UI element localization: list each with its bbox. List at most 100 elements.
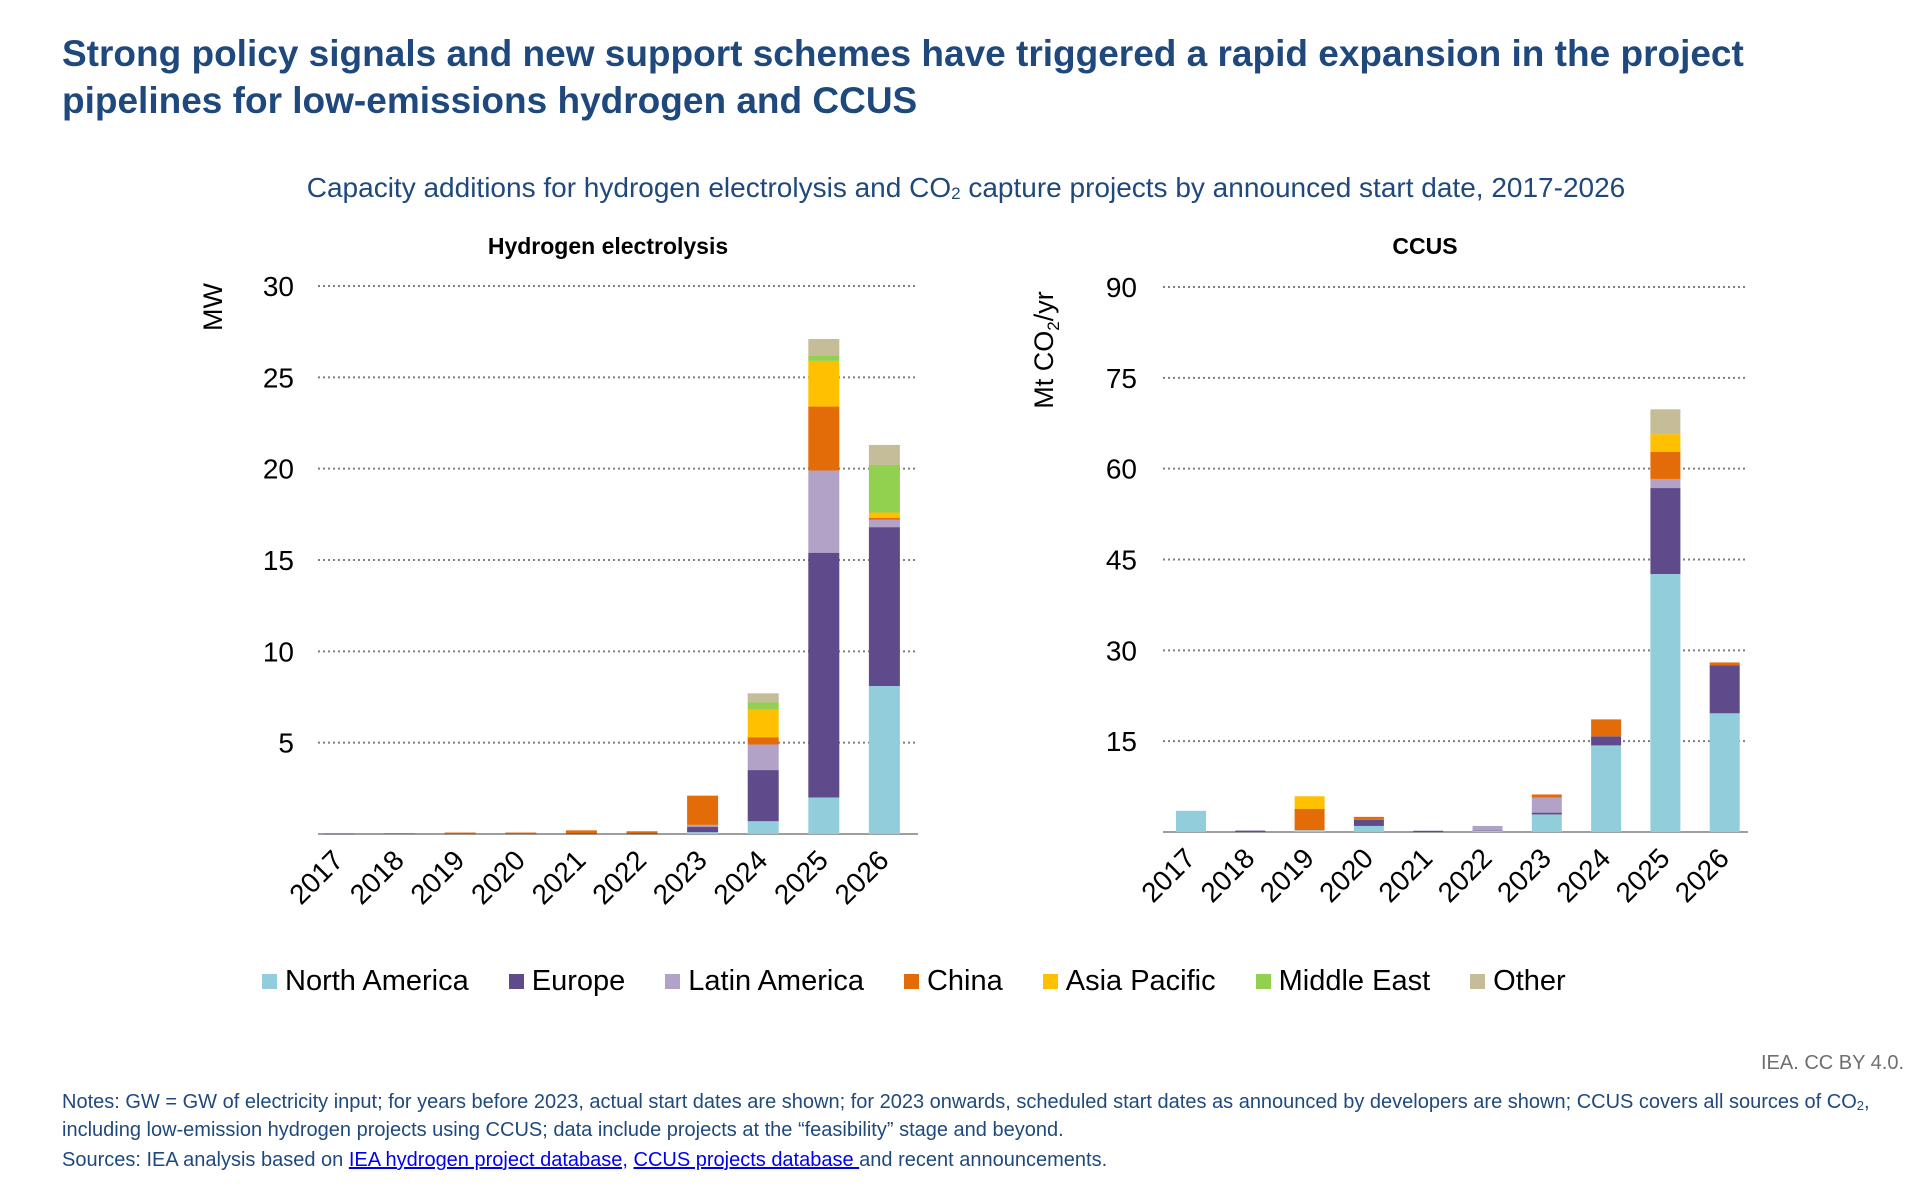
legend-item-north-america: North America [262,965,469,998]
hydrogen-bar-2024-other [747,693,779,703]
ccus-bar-2021-europe [1413,830,1444,832]
legend-item-asia-pacific: Asia Pacific [1042,965,1216,998]
credit-text: IEA. CC BY 4.0. [1760,1052,1904,1074]
legend-label: Other [1493,965,1566,997]
hydrogen-x-tick-label: 2017 [283,844,349,910]
hydrogen-database-link[interactable]: IEA hydrogen project database, [348,1149,628,1171]
legend-swatch [665,974,681,989]
ccus-bar-2024-north-america [1591,745,1622,832]
notes-text-end: , including low-emission hydrogen projec… [62,1091,1870,1141]
ccus-bar-2026-north-america [1709,713,1740,832]
legend-label: North America [285,965,469,997]
hydrogen-y-axis-label: MW [198,283,228,331]
hydrogen-bar-2023-north-america [687,832,719,834]
legend-item-middle-east: Middle East [1255,965,1431,998]
ccus-bar-2020-north-america [1353,825,1384,832]
legend-swatch [903,974,919,989]
legend-item-latin-america: Latin America [665,965,864,998]
y-label-text: Mt CO [1029,331,1059,409]
ccus-bar-2017-north-america [1176,810,1206,832]
hydrogen-bar-2021-europe [565,833,597,834]
legend-label: Asia Pacific [1065,965,1216,997]
ccus-x-tick-label: 2022 [1432,842,1498,908]
ccus-bar-2018-europe [1235,830,1266,832]
hydrogen-bar-2022-china [626,831,658,834]
hydrogen-y-tick-label: 10 [263,636,294,667]
hydrogen-bar-2017-europe [323,833,355,835]
hydrogen-chart-title: Hydrogen electrolysis [488,233,728,259]
hydrogen-bar-2023-china [687,795,719,825]
legend-swatch [1042,974,1058,989]
hydrogen-bar-2024-china [747,737,779,745]
hydrogen-x-tick-label: 2024 [707,844,773,910]
legend-swatch [1255,974,1271,989]
subtitle-subscript: 2 [951,184,961,203]
ccus-bar-2026-china [1709,662,1740,666]
hydrogen-bar-2026-other [868,444,900,466]
subtitle-text-end: capture projects by announced start date… [960,172,1626,203]
ccus-bar-2025-europe [1650,488,1681,575]
hydrogen-bar-2022-europe [626,833,658,834]
ccus-bar-2019-china [1294,808,1325,831]
ccus-bar-2022-latin-america [1472,825,1503,831]
ccus-bar-2022-north-america [1472,830,1503,832]
hydrogen-bar-2025-asia-pacific [808,360,840,407]
hydrogen-x-tick-label: 2019 [404,844,470,910]
hydrogen-bar-2026-middle-east [868,465,900,513]
sources: Sources: IEA analysis based on IEA hydro… [62,1149,1107,1172]
legend-swatch [262,974,277,989]
hydrogen-bar-2025-middle-east [808,355,840,361]
hydrogen-bar-2023-latin-america [687,824,719,827]
hydrogen-bar-2024-middle-east [747,702,779,710]
ccus-bar-2020-china [1353,816,1384,820]
hydrogen-bar-2021-china [565,830,597,834]
charts-canvas: Hydrogen electrolysisMW51015202530201720… [198,233,1748,910]
legend: North America Europe Latin America China… [262,965,1606,998]
hydrogen-bar-2026-north-america [868,686,900,834]
legend-label: Europe [531,965,626,997]
sources-text-end: and recent announcements. [859,1149,1108,1171]
legend-swatch [1470,974,1486,989]
page-title: Strong policy signals and new support sc… [62,33,1744,121]
hydrogen-x-tick-label: 2021 [526,844,592,910]
hydrogen-y-tick-label: 5 [278,728,294,759]
ccus-x-tick-label: 2021 [1372,842,1438,908]
hydrogen-x-tick-label: 2020 [465,844,531,910]
legend-label: Middle East [1278,965,1431,997]
ccus-bar-2022-europe [1472,830,1503,831]
hydrogen-y-tick-label: 25 [263,362,294,393]
ccus-bar-2025-asia-pacific [1650,434,1681,452]
legend-item-china: China [903,965,1003,998]
ccus-bar-2023-north-america [1531,814,1562,832]
subtitle-text: Capacity additions for hydrogen electrol… [306,172,952,203]
hydrogen-bar-2025-latin-america [808,470,840,553]
ccus-y-tick-label: 75 [1106,363,1137,394]
legend-item-europe: Europe [508,965,626,998]
ccus-y-tick-label: 90 [1106,272,1137,303]
hydrogen-bar-2026-latin-america [868,519,900,528]
notes: Notes: GW = GW of electricity input; for… [62,1090,1892,1142]
notes-subscript: 2 [1856,1098,1865,1113]
y-label-text-end: /yr [1029,291,1059,321]
hydrogen-bar-2024-europe [747,770,779,822]
hydrogen-y-tick-label: 15 [263,545,294,576]
legend-label: China [926,965,1003,997]
ccus-y-tick-label: 30 [1106,635,1137,666]
hydrogen-bar-2020-china [505,832,537,834]
hydrogen-bar-2025-china [808,406,840,471]
ccus-database-link[interactable]: CCUS projects database [633,1149,860,1171]
hydrogen-bar-2018-europe [384,833,416,835]
hydrogen-bar-2020-europe [505,833,537,835]
hydrogen-bar-2026-china [868,517,900,520]
legend-item-other: Other [1470,965,1566,998]
ccus-bar-2025-china [1650,451,1681,479]
hydrogen-y-tick-label: 30 [263,271,294,302]
ccus-bar-2023-latin-america [1531,797,1562,813]
ccus-x-tick-label: 2019 [1254,842,1320,908]
ccus-y-tick-label: 15 [1106,726,1137,757]
y-label-subscript: 2 [1044,321,1063,330]
hydrogen-bar-2019-europe [444,833,476,835]
hydrogen-bar-2026-europe [868,527,900,687]
hydrogen-x-tick-label: 2018 [344,844,410,910]
ccus-bar-2020-europe [1353,819,1384,826]
